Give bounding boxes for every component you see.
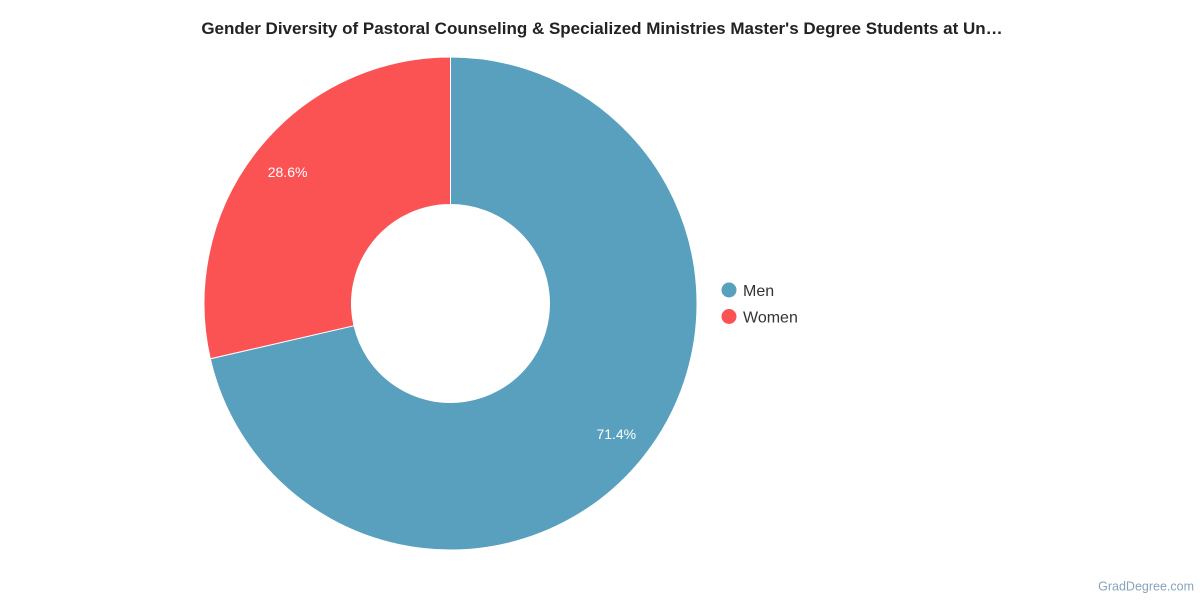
- svg-text:71.4%: 71.4%: [596, 426, 636, 442]
- svg-text:Men: Men: [743, 283, 774, 300]
- svg-text:Gender Diversity of Pastoral C: Gender Diversity of Pastoral Counseling …: [201, 19, 1002, 38]
- svg-text:GradDegree.com: GradDegree.com: [1098, 580, 1194, 594]
- svg-text:28.6%: 28.6%: [268, 164, 308, 180]
- svg-text:Women: Women: [743, 310, 798, 327]
